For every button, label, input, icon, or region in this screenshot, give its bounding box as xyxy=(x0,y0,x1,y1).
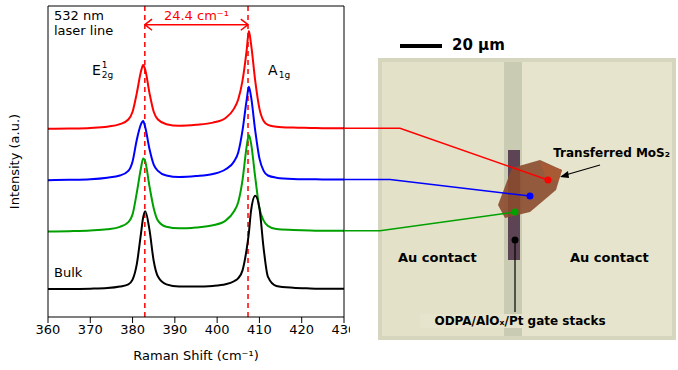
svg-text:390: 390 xyxy=(162,322,187,337)
html-text:Au contact: Au contact xyxy=(570,250,649,265)
html-text:2g: 2g xyxy=(101,70,114,80)
html-text:20 μm: 20 μm xyxy=(452,36,505,54)
svg-text:24.4 cm⁻¹: 24.4 cm⁻¹ xyxy=(164,8,229,23)
svg-text:380: 380 xyxy=(120,322,145,337)
html-text:ODPA/AlOₓ/Pt gate stacks: ODPA/AlOₓ/Pt gate stacks xyxy=(434,314,606,328)
svg-text:400: 400 xyxy=(205,322,230,337)
html-text:laser line: laser line xyxy=(54,23,114,38)
svg-text:360: 360 xyxy=(36,322,61,337)
html-text:Bulk: Bulk xyxy=(54,265,83,280)
svg-text:410: 410 xyxy=(247,322,272,337)
svg-text:370: 370 xyxy=(78,322,103,337)
svg-text:420: 420 xyxy=(289,322,314,337)
svg-text:Raman Shift (cm⁻¹): Raman Shift (cm⁻¹) xyxy=(133,348,258,363)
html-text:A1g: A1g xyxy=(268,62,291,80)
svg-text:Intensity (a.u.): Intensity (a.u.) xyxy=(7,114,22,209)
svg-text:430: 430 xyxy=(332,322,350,337)
html-text:E1: E1 xyxy=(91,60,108,78)
html-text:Au contact: Au contact xyxy=(398,250,477,265)
html-text:Transferred MoS₂: Transferred MoS₂ xyxy=(553,146,670,160)
html-text:532 nm: 532 nm xyxy=(54,8,104,23)
